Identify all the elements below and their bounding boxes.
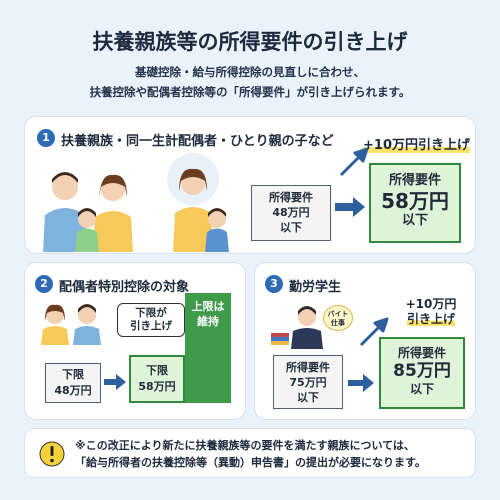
section-1-title: 扶養親族・同一生計配偶者・ひとり親の子など [61, 134, 334, 149]
section-2-lower-before-label: 下限 [62, 368, 84, 381]
section-3-before-value: 75万円 [289, 376, 327, 389]
section-2-card: 2 配偶者特別控除の対象 下限が 引き上げ 下限 48万円 下限 58万円 上限… [24, 262, 246, 420]
section-2-upper-line-2: 維持 [197, 315, 219, 328]
section-3-raise-line-2: 引き上げ [406, 312, 455, 326]
section-3-before-label: 所得要件 [286, 361, 330, 374]
section-2-number: 2 [35, 275, 53, 293]
section-1-card: 1 扶養親族・同一生計配偶者・ひとり親の子など +10万円引き上げ 所得要件 4… [24, 116, 476, 254]
section-1-before-label: 所得要件 [269, 191, 313, 204]
section-1-before-value: 48万円 [272, 206, 310, 219]
subtitle-line-1: 基礎控除・給与所得控除の見直しに合わせ、 [135, 65, 365, 79]
section-2-upper-bar: 上限は 維持 [185, 293, 231, 403]
section-3-number: 3 [265, 275, 283, 293]
section-3-before-box: 所得要件 75万円 以下 [273, 355, 343, 409]
section-3-after-box: 所得要件 85万円 以下 [379, 337, 465, 409]
family-illustration-icon [43, 172, 133, 252]
section-2-lower-before-box: 下限 48万円 [45, 363, 101, 403]
section-3-card: 3 勤労学生 バイト 仕事 +10万円 引き上げ 所得要件 75万円 以下 所得… [254, 262, 476, 420]
section-3-raise-label: +10万円 引き上げ [393, 297, 469, 327]
section-3-after-suffix: 以下 [409, 382, 434, 396]
part-time-tag-line-1: バイト [327, 310, 349, 318]
section-2-callout-line-1: 下限が [135, 307, 167, 319]
section-2-arrow-icon [104, 374, 126, 390]
couple-illustration-icon [41, 304, 101, 345]
exclamation-icon [39, 441, 65, 467]
section-2-callout-line-2: 引き上げ [130, 320, 172, 332]
section-2-lower-after-box: 下限 58万円 [129, 355, 185, 403]
section-3-raise-line-1: +10万円 [405, 297, 457, 311]
section-2-callout: 下限が 引き上げ [117, 303, 185, 337]
subtitle-line-2: 扶養控除や配偶者控除等の「所得要件」が引き上げられます。 [89, 85, 411, 99]
notice-text: ※この改正により新たに扶養親族等の要件を満たす親族については、 「給与所得者の扶… [75, 437, 426, 471]
section-2-lower-after-value: 58万円 [138, 380, 176, 393]
notice-line-2: 「給与所得者の扶養控除等（異動）申告書」の提出が必要になります。 [75, 456, 426, 469]
section-1-after-value: 58万円 [381, 189, 449, 213]
section-1-after-box: 所得要件 58万円 以下 [369, 163, 461, 243]
section-2-lower-before-value: 48万円 [54, 384, 92, 397]
part-time-tag-line-2: 仕事 [331, 319, 345, 327]
section-3-before-suffix: 以下 [297, 391, 319, 404]
section-1-arrow-icon [335, 197, 365, 217]
section-1-raise-text: +10万円引き上げ [363, 138, 470, 153]
section-3-after-value: 85万円 [393, 361, 451, 381]
page-subtitle: 基礎控除・給与所得控除の見直しに合わせ、 扶養控除や配偶者控除等の「所得要件」が… [0, 62, 500, 102]
section-3-title: 勤労学生 [289, 280, 342, 295]
section-2-upper-line-1: 上限は [191, 300, 225, 313]
section-3-arrow-icon [348, 374, 374, 392]
page-title: 扶養親族等の所得要件の引き上げ [92, 30, 408, 54]
notice-line-1: ※この改正により新たに扶養親族等の要件を満たす親族については、 [75, 439, 415, 452]
notice-box: ※この改正により新たに扶養親族等の要件を満たす親族については、 「給与所得者の扶… [24, 428, 476, 478]
single-parent-illustration-icon [167, 153, 229, 252]
section-1-after-suffix: 以下 [401, 213, 428, 228]
section-2-lower-after-label: 下限 [146, 364, 168, 377]
section-1-raise-label: +10万円引き上げ [363, 134, 470, 153]
section-1-before-box: 所得要件 48万円 以下 [251, 185, 331, 241]
section-3-after-label: 所得要件 [397, 346, 446, 360]
section-1-up-arrow-icon [339, 147, 369, 177]
section-1-before-suffix: 以下 [280, 221, 302, 234]
student-illustration-icon [271, 306, 323, 349]
part-time-tag: バイト 仕事 [323, 305, 353, 331]
section-1-after-label: 所得要件 [388, 173, 441, 188]
section-1-number: 1 [37, 129, 55, 147]
section-2-title: 配偶者特別控除の対象 [59, 280, 190, 295]
section-3-up-arrow-icon [359, 317, 389, 347]
